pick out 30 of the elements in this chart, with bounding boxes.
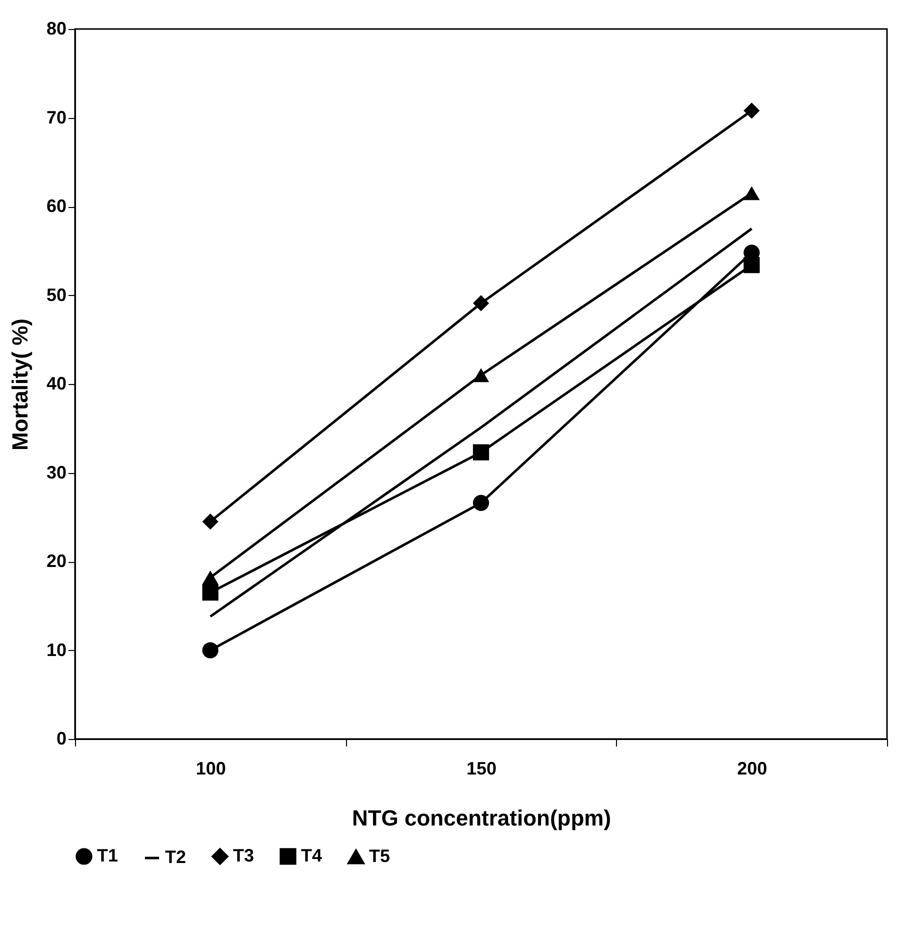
- y-tick-label: 40: [46, 374, 66, 394]
- y-tick-label: 0: [56, 728, 66, 748]
- y-tick-label: 60: [46, 196, 66, 216]
- x-axis-title: NTG concentration(ppm): [352, 806, 612, 830]
- point: [202, 514, 218, 530]
- legend-label: T1: [97, 845, 118, 866]
- y-tick-label: 10: [46, 640, 66, 660]
- legend-label: T2: [165, 847, 186, 867]
- point: [744, 186, 760, 200]
- point: [202, 642, 218, 658]
- point: [472, 444, 490, 460]
- legend-label: T3: [233, 845, 254, 866]
- y-tick-label: 70: [46, 107, 66, 128]
- legend-label: T5: [369, 846, 390, 866]
- point: [744, 102, 760, 119]
- point: [202, 584, 218, 601]
- point: [472, 295, 490, 312]
- point: [202, 570, 218, 584]
- y-tick-label: 80: [46, 18, 66, 38]
- y-tick-label: 20: [46, 551, 66, 571]
- y-axis-title: Mortality( %): [7, 318, 32, 450]
- point: [472, 494, 490, 511]
- x-tick-label: 200: [737, 758, 768, 778]
- x-tick-label: 100: [196, 758, 226, 778]
- y-tick-label: 50: [46, 284, 66, 305]
- legend-label: T4: [301, 845, 322, 866]
- x-tick-label: 150: [466, 758, 497, 778]
- y-tick-label: 30: [46, 462, 66, 482]
- point: [472, 368, 490, 382]
- point: [744, 257, 760, 274]
